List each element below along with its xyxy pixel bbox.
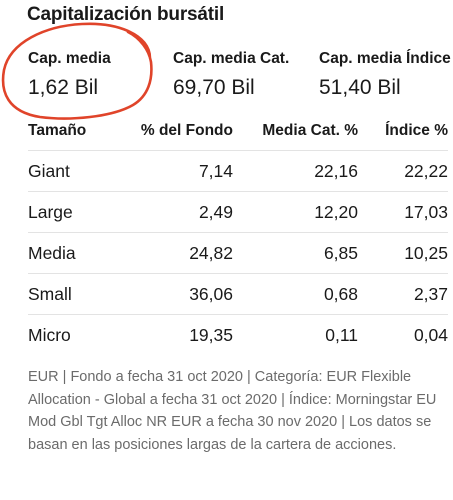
table-row: Micro 19,35 0,11 0,04 — [28, 314, 448, 355]
stat-value: 1,62 Bil — [28, 76, 99, 99]
stat-label: Cap. media — [28, 50, 111, 67]
table-row: Small 36,06 0,68 2,37 — [28, 273, 448, 315]
cell-size: Small — [28, 273, 128, 315]
stat-value: 51,40 Bil — [319, 76, 401, 99]
cell-fund-pct: 24,82 — [128, 232, 233, 274]
cell-fund-pct: 2,49 — [128, 191, 233, 233]
cell-category-pct: 12,20 — [233, 191, 358, 233]
cell-index-pct: 17,03 — [358, 191, 448, 233]
table-row: Giant 7,14 22,16 22,22 — [28, 150, 448, 192]
stat-cap-media-cat: Cap. media Cat. 69,70 Bil — [173, 50, 289, 100]
cell-size: Large — [28, 191, 128, 233]
cell-category-pct: 6,85 — [233, 232, 358, 274]
header-indice: Índice % — [385, 122, 448, 139]
cell-size: Micro — [28, 314, 128, 355]
cell-category-pct: 0,68 — [233, 273, 358, 315]
table-header-row: Tamaño % del Fondo Media Cat. % Índice % — [28, 122, 448, 151]
header-media-cat: Media Cat. % — [262, 122, 358, 139]
stat-cap-media-indice: Cap. media Índice 51,40 Bil — [319, 50, 451, 100]
footnote-text: EUR | Fondo a fecha 31 oct 2020 | Catego… — [28, 369, 437, 453]
cell-size: Media — [28, 232, 128, 274]
header-pct-fondo: % del Fondo — [140, 122, 233, 139]
cell-category-pct: 22,16 — [233, 150, 358, 192]
cell-index-pct: 22,22 — [358, 150, 448, 192]
cell-fund-pct: 7,14 — [128, 150, 233, 192]
cell-fund-pct: 19,35 — [128, 314, 233, 355]
cell-fund-pct: 36,06 — [128, 273, 233, 315]
cell-index-pct: 0,04 — [358, 314, 448, 355]
section-title: Capitalización bursátil — [27, 4, 225, 25]
stat-cap-media: Cap. media 1,62 Bil — [28, 50, 111, 100]
cell-index-pct: 10,25 — [358, 232, 448, 274]
stat-label: Cap. media Índice — [319, 50, 451, 67]
cell-index-pct: 2,37 — [358, 273, 448, 315]
stat-label: Cap. media Cat. — [173, 50, 290, 67]
stat-value: 69,70 Bil — [173, 76, 255, 99]
cell-category-pct: 0,11 — [233, 314, 358, 355]
market-cap-size-table: Tamaño % del Fondo Media Cat. % Índice %… — [28, 122, 448, 355]
table-row: Media 24,82 6,85 10,25 — [28, 232, 448, 274]
table-row: Large 2,49 12,20 17,03 — [28, 191, 448, 233]
cell-size: Giant — [28, 150, 128, 192]
header-tamano: Tamaño — [28, 122, 87, 139]
